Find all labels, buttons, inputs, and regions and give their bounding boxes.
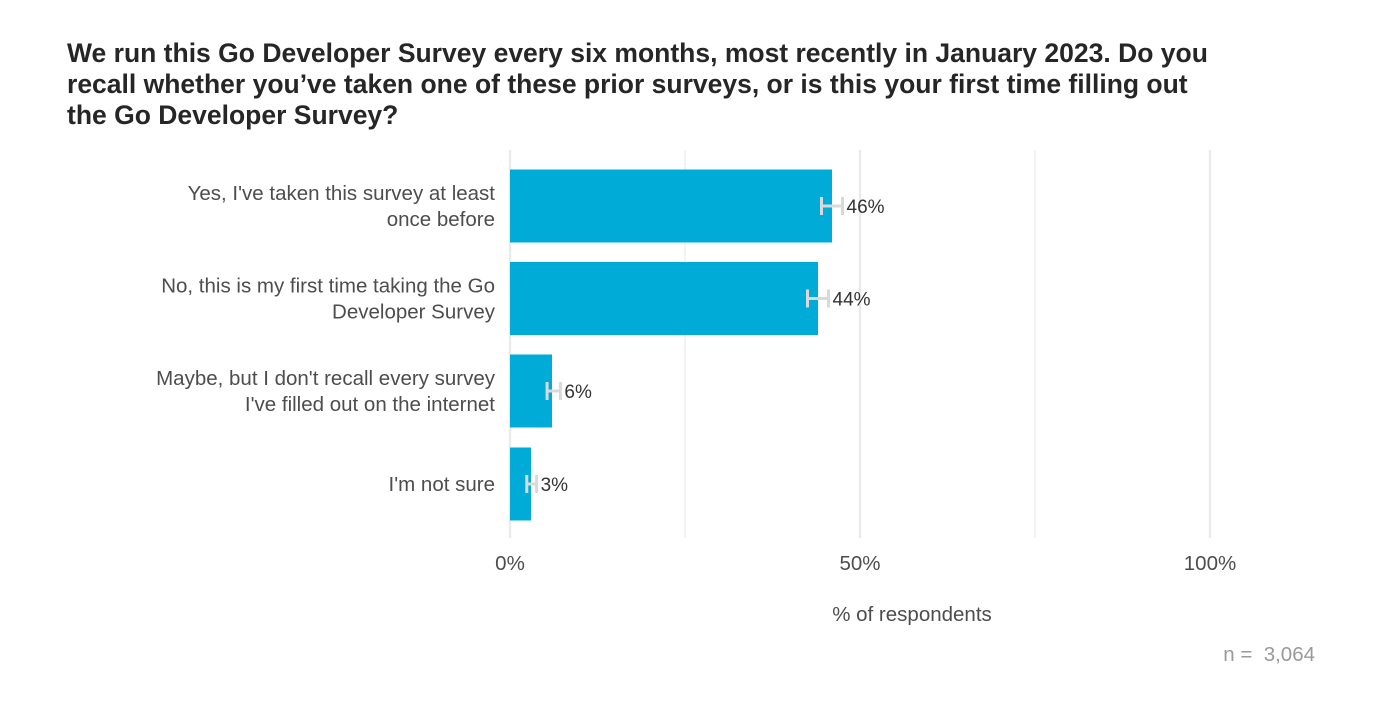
bar-layer bbox=[510, 169, 832, 521]
error-bar bbox=[820, 197, 844, 215]
data-label: 6% bbox=[564, 382, 592, 403]
category-label: No, this is my first time taking the Go bbox=[161, 275, 495, 298]
x-tick-label: 0% bbox=[495, 552, 525, 575]
error-bar bbox=[806, 289, 830, 308]
data-label: 44% bbox=[833, 290, 871, 311]
error-bar-layer bbox=[525, 197, 844, 493]
x-axis-title: % of respondents bbox=[832, 603, 992, 626]
category-label: once before bbox=[387, 208, 495, 231]
data-label: 3% bbox=[541, 475, 569, 496]
bar bbox=[510, 447, 531, 521]
category-label: I'm not sure bbox=[389, 473, 495, 496]
category-label: Maybe, but I don't recall every survey bbox=[156, 367, 496, 390]
category-label: Yes, I've taken this survey at least bbox=[188, 182, 496, 205]
x-tick-label: 100% bbox=[1184, 552, 1236, 575]
data-label: 46% bbox=[847, 197, 885, 218]
bar bbox=[510, 169, 832, 243]
chart-title: We run this Go Developer Survey every si… bbox=[67, 38, 1208, 130]
category-label: I've filled out on the internet bbox=[245, 393, 495, 416]
label-layer: 0% 50% 100% 46% Yes, I've taken this survey … bbox=[156, 182, 1236, 575]
error-bar bbox=[525, 475, 539, 493]
x-tick-label: 50% bbox=[839, 552, 880, 575]
bar bbox=[510, 354, 552, 428]
sample-size-note: n = 3,064 bbox=[1223, 643, 1315, 666]
bar bbox=[510, 262, 818, 335]
category-label: Developer Survey bbox=[332, 301, 496, 324]
error-bar bbox=[545, 382, 562, 400]
